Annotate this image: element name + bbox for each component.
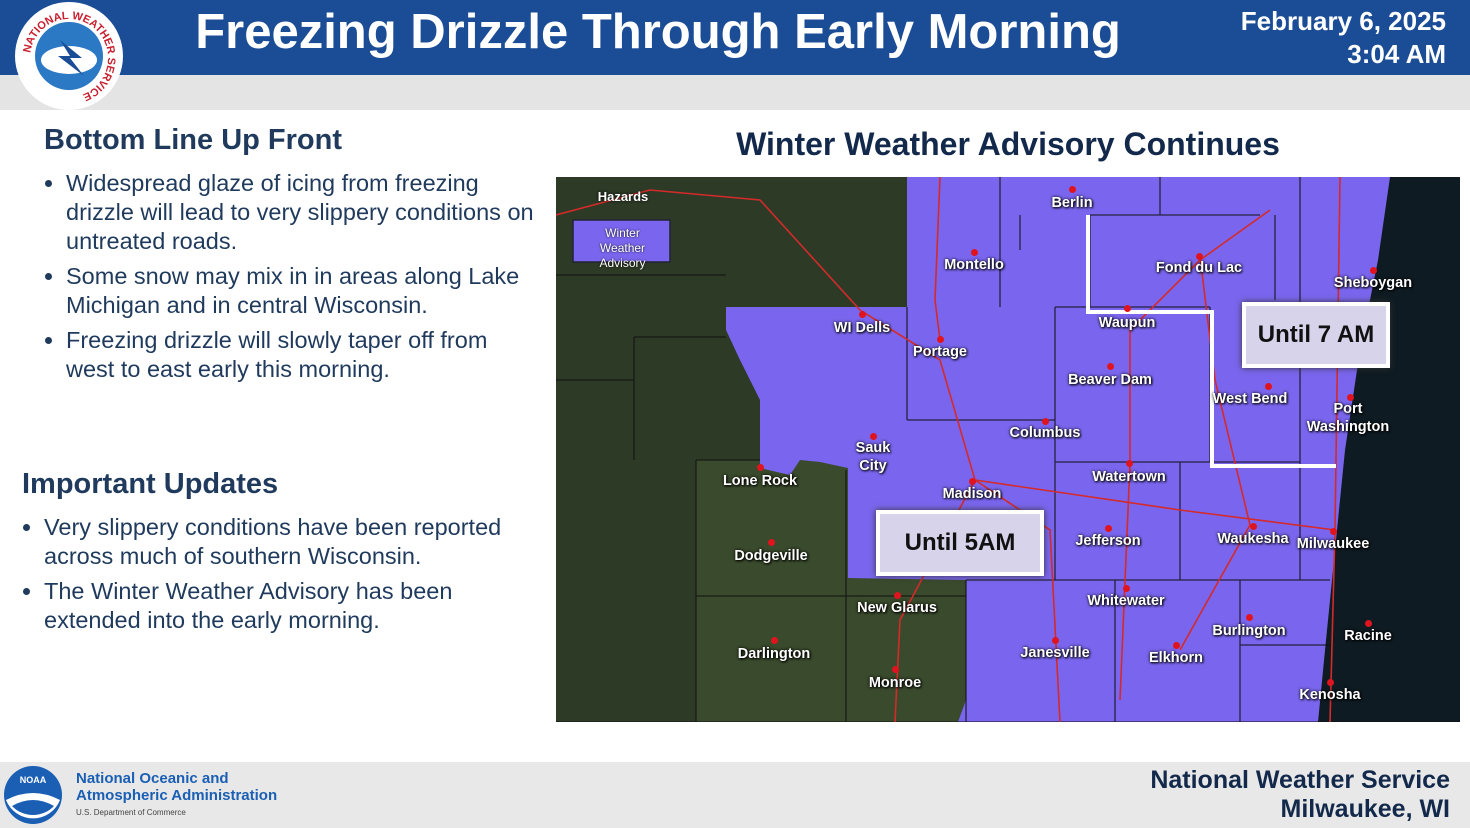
city-dot bbox=[771, 637, 778, 644]
city-label: West Bend bbox=[1212, 391, 1288, 407]
callout: Until 7 AM bbox=[1242, 302, 1390, 368]
title: Freezing Drizzle Through Early Morning bbox=[195, 5, 1121, 59]
nws-logo: NATIONAL WEATHER SERVICE bbox=[15, 2, 123, 110]
city-label: Janesville bbox=[1020, 645, 1090, 661]
city-label: Kenosha bbox=[1299, 687, 1361, 703]
city-dot bbox=[1246, 614, 1253, 621]
city-label: Elkhorn bbox=[1149, 650, 1203, 666]
city-label: Racine bbox=[1344, 628, 1392, 644]
city-dot bbox=[757, 464, 764, 471]
city-dot bbox=[894, 592, 901, 599]
city-dot bbox=[969, 478, 976, 485]
map bbox=[556, 177, 1460, 722]
noaa-text: NOAA bbox=[20, 775, 47, 785]
city-dot bbox=[1365, 620, 1372, 627]
callout: Until 5AM bbox=[876, 510, 1044, 576]
city-dot bbox=[870, 433, 877, 440]
city-dot bbox=[1347, 394, 1354, 401]
footer-bar bbox=[0, 762, 1470, 828]
bullet: Widespread glaze of icing from freezing … bbox=[66, 169, 542, 256]
city-dot bbox=[1126, 460, 1133, 467]
city-dot bbox=[1173, 642, 1180, 649]
updates-list: Very slippery conditions have been repor… bbox=[20, 513, 540, 641]
city-label: WI Dells bbox=[833, 320, 891, 336]
city-label: Portage bbox=[913, 344, 967, 360]
city-label: Darlington bbox=[737, 646, 811, 662]
city-label: Montello bbox=[944, 257, 1004, 273]
city-label: Fond du Lac bbox=[1155, 260, 1243, 276]
office: National Weather Service bbox=[1150, 766, 1450, 794]
city-dot bbox=[1042, 418, 1049, 425]
city-dot bbox=[1250, 523, 1257, 530]
city-dot bbox=[1123, 585, 1130, 592]
bullet: Some snow may mix in in areas along Lake… bbox=[66, 262, 542, 320]
city-dot bbox=[1107, 363, 1114, 370]
bullet: Very slippery conditions have been repor… bbox=[44, 513, 540, 571]
legend-title: Hazards bbox=[597, 189, 649, 204]
date: February 6, 2025 bbox=[1240, 6, 1446, 36]
map-title: Winter Weather Advisory Continues bbox=[736, 126, 1280, 162]
city-dot bbox=[859, 311, 866, 318]
city-dot bbox=[1265, 383, 1272, 390]
bullet: Freezing drizzle will slowly taper off f… bbox=[66, 326, 542, 384]
city-label: Sheboygan bbox=[1333, 275, 1413, 291]
city-dot bbox=[1105, 525, 1112, 532]
agency: National Oceanic and Atmospheric Adminis… bbox=[76, 770, 278, 804]
summary-heading: Bottom Line Up Front bbox=[44, 124, 343, 156]
bullet: The Winter Weather Advisory has been ext… bbox=[44, 577, 540, 635]
noaa-logo: NOAA bbox=[4, 766, 62, 824]
city-label: Whitewater bbox=[1087, 593, 1165, 609]
city-label: New Glarus bbox=[857, 600, 937, 616]
city-label: Port Washington bbox=[1306, 401, 1390, 435]
location: Milwaukee, WI bbox=[1280, 795, 1450, 823]
city-dot bbox=[892, 666, 899, 673]
city-dot bbox=[1370, 267, 1377, 274]
city-dot bbox=[971, 249, 978, 256]
department: U.S. Department of Commerce bbox=[76, 808, 186, 817]
header-strip bbox=[0, 75, 1470, 110]
updates-heading: Important Updates bbox=[22, 468, 279, 500]
city-label: Beaver Dam bbox=[1068, 372, 1152, 388]
city-dot bbox=[937, 336, 944, 343]
legend-item: Winter Weather Advisory bbox=[599, 226, 646, 270]
summary-list: Widespread glaze of icing from freezing … bbox=[42, 169, 542, 390]
city-dot bbox=[1052, 637, 1059, 644]
city-label: Dodgeville bbox=[734, 548, 808, 564]
city-dot bbox=[1196, 253, 1203, 260]
city-label: Lone Rock bbox=[722, 473, 798, 489]
city-label: Waupun bbox=[1098, 315, 1156, 331]
city-dot bbox=[1327, 679, 1334, 686]
city-label: Monroe bbox=[868, 675, 922, 691]
time: 3:04 AM bbox=[1347, 39, 1446, 69]
city-dot bbox=[1069, 186, 1076, 193]
city-label: Sauk City bbox=[855, 440, 891, 474]
header-bar bbox=[0, 0, 1470, 75]
city-label: Milwaukee bbox=[1296, 536, 1370, 552]
city-label: Waukesha bbox=[1217, 531, 1289, 547]
city-label: Berlin bbox=[1051, 195, 1093, 211]
city-label: Madison bbox=[942, 486, 1002, 502]
city-dot bbox=[1124, 305, 1131, 312]
city-label: Watertown bbox=[1092, 469, 1166, 485]
city-label: Jefferson bbox=[1075, 533, 1141, 549]
city-label: Columbus bbox=[1009, 425, 1081, 441]
city-dot bbox=[768, 539, 775, 546]
city-label: Burlington bbox=[1212, 623, 1286, 639]
city-dot bbox=[1330, 528, 1337, 535]
